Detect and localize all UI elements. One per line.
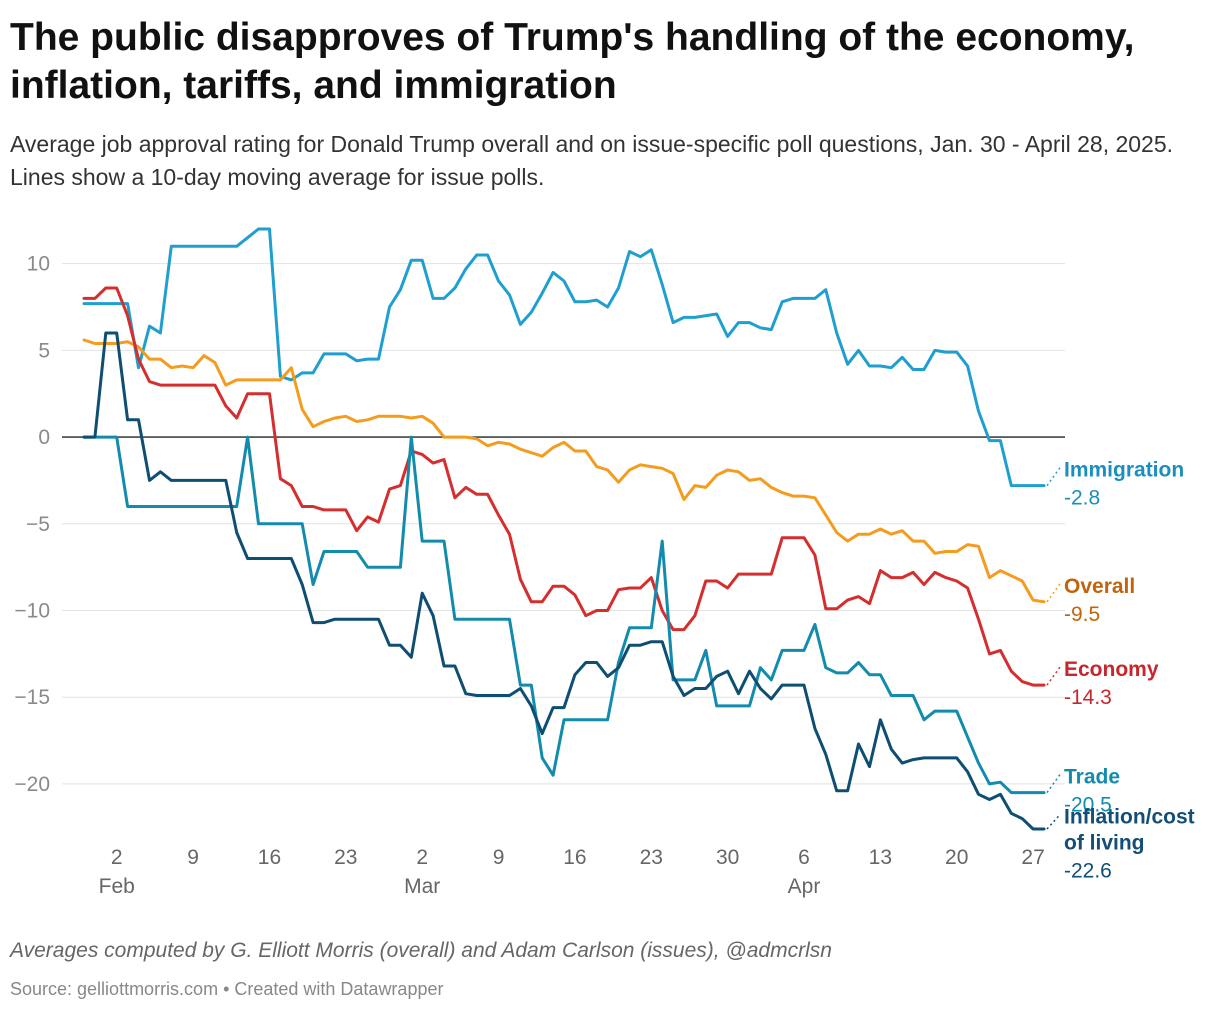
chart-title: The public disapproves of Trump's handli… bbox=[10, 16, 1135, 107]
x-tick-label: 23 bbox=[334, 846, 357, 869]
label-connector-immigration bbox=[1046, 467, 1061, 487]
chart-subtitle: Average job approval rating for Donald T… bbox=[10, 131, 1174, 190]
x-month-label: Mar bbox=[404, 875, 440, 898]
x-tick-label: 9 bbox=[187, 846, 199, 869]
x-tick-label: 2 bbox=[111, 846, 123, 869]
x-tick-label: 6 bbox=[798, 846, 810, 869]
series-label-inflation-cost-of-living: of living bbox=[1064, 832, 1145, 855]
label-connector-inflation-cost-of-living bbox=[1046, 814, 1061, 830]
label-connector-economy bbox=[1046, 666, 1061, 686]
y-tick-label: −20 bbox=[14, 773, 50, 796]
gridlines bbox=[62, 263, 1065, 785]
series-line-overall bbox=[82, 338, 1046, 604]
x-tick-label: 20 bbox=[945, 846, 968, 869]
x-tick-label: 2 bbox=[416, 846, 428, 869]
chart-notes: Averages computed by G. Elliott Morris (… bbox=[10, 939, 832, 962]
x-tick-label: 23 bbox=[640, 846, 663, 869]
y-tick-label: −10 bbox=[14, 600, 50, 623]
x-month-label: Apr bbox=[788, 875, 821, 898]
series-label-immigration: Immigration bbox=[1064, 459, 1184, 482]
label-connector-overall bbox=[1046, 583, 1061, 603]
series-value-trade: -20.5 bbox=[1064, 794, 1112, 817]
series-label-economy: Economy bbox=[1064, 658, 1159, 681]
series-label-overall: Overall bbox=[1064, 575, 1135, 598]
line-chart: 10 5 0 −5 −10 −15 −20 2 Feb 9 16 23 2 Mar 9 16 23 30 6 Apr… bbox=[14, 227, 1195, 898]
series-value-immigration: -2.8 bbox=[1064, 487, 1100, 510]
y-tick-label: 0 bbox=[38, 426, 50, 449]
series-line-economy bbox=[82, 286, 1046, 687]
series-lines bbox=[82, 227, 1046, 831]
x-tick-label: 16 bbox=[258, 846, 281, 869]
x-tick-label: 13 bbox=[869, 846, 892, 869]
series-line-trade bbox=[82, 435, 1046, 795]
series-value-inflation-cost-of-living: -22.6 bbox=[1064, 860, 1112, 883]
chart-source: Source: gelliottmorris.com • Created wit… bbox=[10, 979, 444, 999]
series-line-immigration bbox=[82, 227, 1046, 488]
y-axis: 10 5 0 −5 −10 −15 −20 bbox=[14, 253, 50, 796]
x-axis: 2 Feb 9 16 23 2 Mar 9 16 23 30 6 Apr 13 20 27 bbox=[99, 846, 1045, 898]
series-label-trade: Trade bbox=[1064, 766, 1120, 789]
y-tick-label: −15 bbox=[14, 686, 50, 709]
x-tick-label: 9 bbox=[493, 846, 505, 869]
series-label-inflation-cost-of-living: Inflation/cost bbox=[1064, 806, 1195, 829]
y-tick-label: 10 bbox=[27, 253, 50, 276]
series-labels: Immigration -2.8 Overall -9.5 Economy -14.3 Tr… bbox=[1046, 459, 1195, 883]
series-value-economy: -14.3 bbox=[1064, 686, 1112, 709]
x-tick-label: 30 bbox=[716, 846, 739, 869]
series-line-inflation-cost-of-living bbox=[82, 331, 1046, 831]
y-tick-label: −5 bbox=[26, 513, 50, 536]
series-value-overall: -9.5 bbox=[1064, 603, 1100, 626]
x-tick-label: 27 bbox=[1021, 846, 1044, 869]
x-tick-label: 16 bbox=[563, 846, 586, 869]
y-tick-label: 5 bbox=[38, 339, 50, 362]
x-month-label: Feb bbox=[99, 875, 135, 898]
label-connector-trade bbox=[1046, 774, 1061, 794]
